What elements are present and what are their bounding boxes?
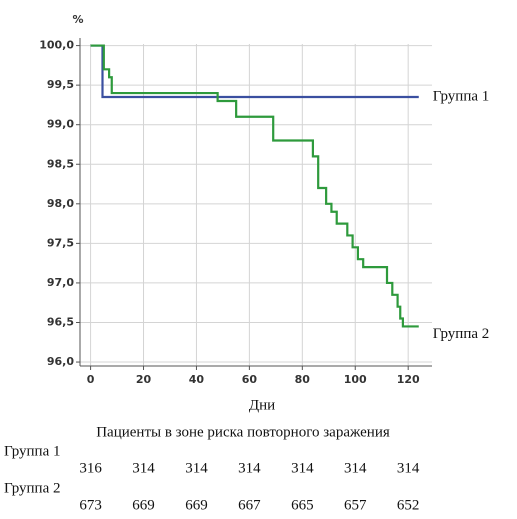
y-tick-label: 96,0 — [47, 355, 74, 368]
y-tick-label: 100,0 — [39, 39, 74, 52]
x-tick-label: 0 — [87, 373, 95, 386]
x-tick-label: 120 — [397, 373, 420, 386]
risk-value: 673 — [79, 497, 102, 513]
y-tick-label: 99,0 — [47, 118, 74, 131]
series-label: Группа 2 — [433, 326, 490, 342]
y-tick-label: 96,5 — [47, 315, 74, 328]
y-tick-label: 99,5 — [47, 78, 74, 91]
risk-value: 665 — [291, 497, 314, 513]
risk-value: 657 — [344, 497, 367, 513]
x-tick-label: 60 — [242, 373, 258, 386]
series-label: Группа 1 — [433, 88, 490, 104]
series-line — [90, 44, 419, 328]
risk-value: 314 — [291, 460, 314, 476]
series-line — [90, 44, 419, 99]
x-axis-label: Дни — [249, 397, 275, 413]
risk-value: 314 — [185, 460, 208, 476]
risk-value: 669 — [185, 497, 208, 513]
risk-value: 652 — [397, 497, 420, 513]
y-axis-label: % — [72, 13, 83, 26]
risk-value: 316 — [79, 460, 102, 476]
risk-value: 667 — [238, 497, 261, 513]
x-tick-label: 20 — [136, 373, 152, 386]
x-tick-label: 40 — [189, 373, 205, 386]
risk-value: 314 — [238, 460, 261, 476]
y-tick-label: 97,5 — [47, 236, 74, 249]
y-tick-label: 98,5 — [47, 157, 74, 170]
x-tick-label: 100 — [344, 373, 367, 386]
y-tick-label: 98,0 — [47, 197, 74, 210]
x-tick-label: 80 — [295, 373, 311, 386]
risk-value: 314 — [397, 460, 420, 476]
risk-table-title: Пациенты в зоне риска повторного заражен… — [96, 424, 390, 440]
risk-value: 669 — [132, 497, 155, 513]
risk-value: 314 — [344, 460, 367, 476]
y-tick-label: 97,0 — [47, 276, 74, 289]
risk-value: 314 — [132, 460, 155, 476]
risk-row-label: Группа 1 — [4, 443, 61, 459]
risk-row-label: Группа 2 — [4, 480, 61, 496]
